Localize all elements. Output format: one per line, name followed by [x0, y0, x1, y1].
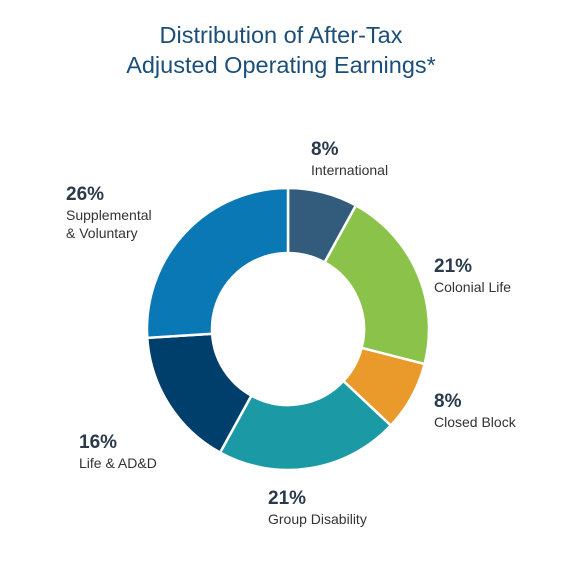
donut-slice-group-disability [218, 379, 393, 472]
slice-value-supplemental-voluntary: 26% [66, 184, 105, 205]
slice-name-international: International [311, 162, 389, 178]
slice-value-international: 8% [311, 139, 339, 160]
slice-label-international: 8% International [311, 139, 388, 179]
slice-label-supplemental-voluntary: 26% Supplemental & Voluntary [66, 184, 152, 242]
slice-name-supplemental-voluntary-line-1: Supplemental [66, 207, 152, 223]
slice-value-life-add: 16% [79, 432, 118, 453]
slice-value-group-disability: 21% [268, 488, 307, 509]
slice-name-closed-block: Closed Block [434, 414, 516, 430]
donut-slice-supplemental-voluntary [145, 186, 290, 340]
slice-name-supplemental-voluntary-line-2: & Voluntary [66, 225, 138, 241]
slice-value-colonial-life: 21% [434, 256, 473, 277]
slice-label-group-disability: 21% Group Disability [268, 488, 367, 528]
chart-title: Distribution of After-Tax Adjusted Opera… [0, 20, 562, 80]
slice-name-colonial-life: Colonial Life [434, 279, 512, 295]
chart-title-line-2: Adjusted Operating Earnings* [126, 52, 436, 78]
slice-label-life-add: 16% Life & AD&D [79, 432, 157, 472]
slice-value-closed-block: 8% [434, 391, 462, 412]
slice-label-colonial-life: 21% Colonial Life [434, 256, 511, 296]
donut-slice-colonial-life [322, 203, 431, 366]
chart-title-line-1: Distribution of After-Tax [159, 22, 403, 48]
slice-name-group-disability: Group Disability [268, 511, 367, 527]
slice-name-life-add: Life & AD&D [79, 455, 157, 471]
slice-label-closed-block: 8% Closed Block [434, 391, 516, 431]
